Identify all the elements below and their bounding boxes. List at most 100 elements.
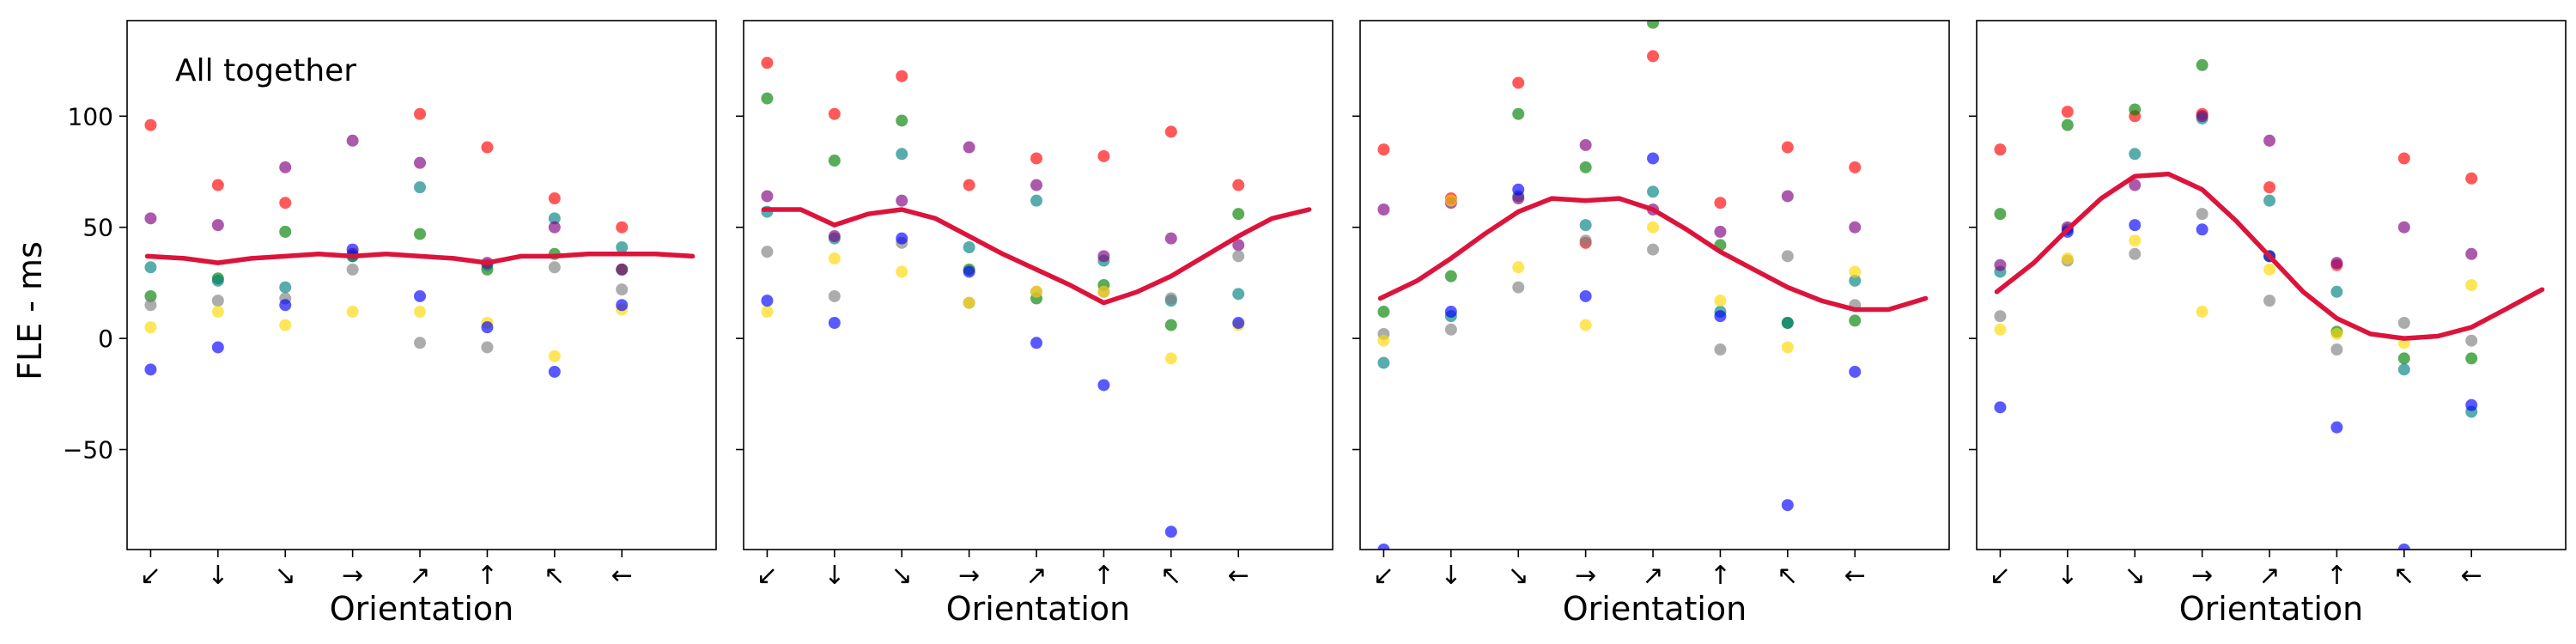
- data-point-green: [1512, 107, 1525, 120]
- data-point-yellow: [1714, 295, 1727, 307]
- data-point-red: [1377, 143, 1390, 156]
- data-point-red: [1030, 152, 1043, 165]
- data-point-purple: [616, 263, 629, 276]
- data-point-green: [2397, 352, 2410, 365]
- data-point-red: [1647, 50, 1660, 63]
- data-point-green: [144, 289, 157, 302]
- data-point-green: [1994, 208, 2007, 221]
- data-point-green: [761, 92, 774, 105]
- x-tick-label: ↑: [477, 561, 498, 591]
- data-point-purple: [2397, 221, 2410, 234]
- data-point-teal: [896, 148, 908, 161]
- data-point-yellow: [1512, 261, 1525, 274]
- data-point-red: [616, 221, 629, 234]
- data-point-blue: [828, 317, 841, 329]
- data-point-yellow: [1097, 285, 1110, 298]
- data-point-yellow: [2263, 263, 2276, 276]
- data-point-teal: [414, 181, 427, 194]
- data-point-teal: [279, 281, 292, 294]
- x-tick-label: ↗: [1642, 561, 1663, 591]
- data-point-blue: [2129, 219, 2142, 232]
- data-point-yellow: [548, 349, 561, 362]
- data-point-gray: [481, 341, 494, 354]
- scatter-points: [761, 57, 1245, 538]
- data-point-purple: [279, 161, 292, 173]
- x-tick-label: ↘: [2124, 561, 2146, 591]
- data-point-gray: [1994, 310, 2007, 323]
- scatter-points: [1377, 21, 1862, 550]
- x-tick-label: ↗: [409, 561, 430, 591]
- data-point-red: [1097, 149, 1110, 162]
- data-point-yellow: [1164, 352, 1177, 365]
- x-tick-label: ↓: [2057, 561, 2078, 591]
- x-axis-label: Orientation: [330, 590, 514, 628]
- data-point-gray: [346, 263, 359, 276]
- data-point-blue: [1647, 152, 1660, 165]
- x-tick-label: →: [958, 561, 980, 591]
- data-point-green: [2061, 118, 2074, 131]
- data-point-green: [2465, 352, 2478, 365]
- data-point-red: [828, 107, 841, 120]
- data-point-yellow: [346, 306, 359, 319]
- y-tick-label: 100: [68, 102, 113, 131]
- data-point-yellow: [2465, 279, 2478, 291]
- data-point-purple: [828, 230, 841, 243]
- data-point-blue: [1097, 379, 1110, 392]
- x-tick-label: →: [2191, 561, 2213, 591]
- data-point-blue: [414, 289, 427, 302]
- scatter-points: [1994, 58, 2478, 550]
- y-axis-label: FLE - ms: [11, 241, 49, 380]
- data-point-teal: [1232, 288, 1245, 301]
- data-point-blue: [2465, 398, 2478, 411]
- data-point-red: [761, 57, 774, 70]
- data-point-red: [211, 179, 224, 191]
- data-point-purple: [761, 190, 774, 203]
- data-point-green: [1647, 21, 1660, 29]
- data-point-gray: [1579, 234, 1592, 247]
- data-point-gray: [2129, 247, 2142, 260]
- data-point-gray: [211, 295, 224, 307]
- data-point-red: [279, 197, 292, 210]
- data-point-purple: [2263, 134, 2276, 147]
- x-tick-label: ↖: [1160, 561, 1182, 591]
- data-point-teal: [963, 241, 975, 253]
- data-point-purple: [1714, 225, 1727, 238]
- data-point-red: [2397, 152, 2410, 165]
- data-point-purple: [548, 221, 561, 234]
- data-point-blue: [548, 365, 561, 378]
- data-point-blue: [2397, 544, 2410, 550]
- data-point-blue: [1030, 337, 1043, 349]
- data-point-purple: [1377, 204, 1390, 216]
- x-tick-label: ←: [611, 561, 633, 591]
- data-point-yellow: [1030, 285, 1043, 298]
- data-point-gray: [2196, 208, 2208, 221]
- axes-frame: [1976, 20, 2567, 550]
- fit-curve: [144, 252, 696, 265]
- y-tick-label: −50: [63, 436, 113, 465]
- x-tick-label: ↗: [1025, 561, 1047, 591]
- panel-3: ↙ ↓ ↘ → ↗ ↑ ↖ ← Orientation: [1352, 20, 1950, 628]
- x-tick-label: ↙: [1373, 561, 1394, 591]
- data-point-purple: [896, 194, 908, 207]
- data-point-red: [414, 107, 427, 120]
- x-tick-label: ↗: [2258, 561, 2280, 591]
- data-point-purple: [1781, 190, 1794, 203]
- data-point-yellow: [211, 306, 224, 319]
- data-point-purple: [2330, 257, 2343, 270]
- data-point-teal: [548, 212, 561, 225]
- data-point-gray: [144, 299, 157, 312]
- data-point-gray: [616, 283, 629, 296]
- x-tick-label: ↙: [1990, 561, 2011, 591]
- data-point-gray: [2330, 343, 2343, 356]
- data-point-yellow: [1849, 265, 1862, 278]
- data-point-teal: [1377, 356, 1390, 369]
- x-tick-label: ↙: [756, 561, 778, 591]
- data-point-blue: [963, 265, 975, 278]
- data-point-red: [1849, 161, 1862, 173]
- data-point-green: [896, 114, 908, 127]
- data-point-purple: [2465, 247, 2478, 260]
- data-point-blue: [1579, 289, 1592, 302]
- data-point-red: [1714, 197, 1727, 210]
- fit-curve: [1377, 196, 1929, 313]
- panel-4: ↙ ↓ ↘ → ↗ ↑ ↖ ← Orientation: [1969, 20, 2567, 628]
